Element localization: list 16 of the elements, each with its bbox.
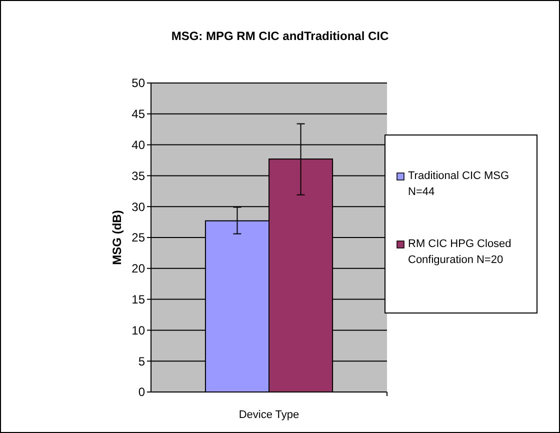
y-tick-label: 30: [132, 200, 146, 214]
chart-title: MSG: MPG RM CIC andTraditional CIC: [171, 29, 389, 43]
y-tick-label: 5: [138, 354, 146, 368]
y-tick-label: 45: [132, 107, 146, 122]
y-tick-label: 25: [132, 230, 146, 245]
y-tick-label: 10: [132, 323, 146, 338]
x-axis-title: Device Type: [238, 409, 300, 421]
legend-label: Traditional CIC MSG N=44: [408, 170, 510, 198]
legend-label: RM CIC HPG Closed Configuration N=20: [408, 238, 512, 266]
y-tick-label: 20: [132, 262, 146, 276]
y-tick-label: 0: [138, 385, 146, 400]
y-tick-label: 40: [132, 138, 146, 152]
y-tick-label: 50: [132, 76, 146, 90]
y-tick-label: 15: [132, 292, 146, 306]
y-axis-title: MSG (dB): [110, 210, 124, 265]
y-tick-label: 35: [132, 168, 146, 183]
